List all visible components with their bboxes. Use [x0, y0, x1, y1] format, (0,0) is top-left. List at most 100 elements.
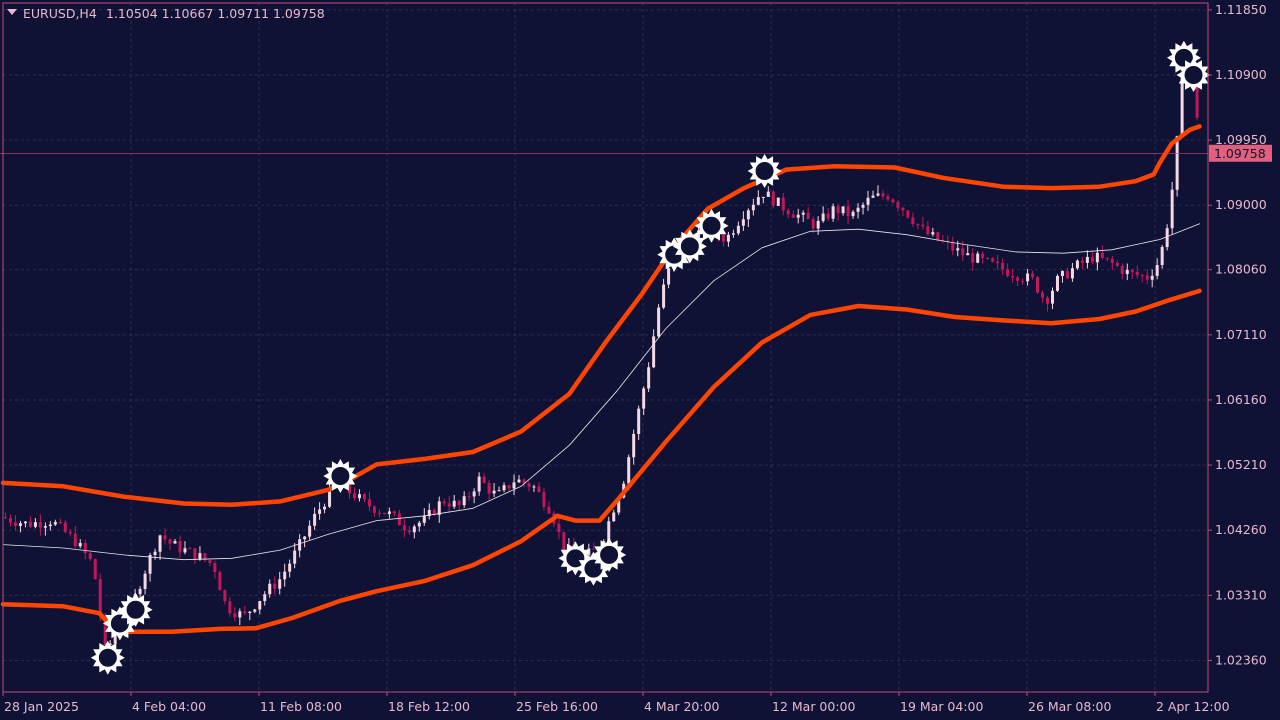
candle-body: [158, 535, 162, 552]
candle-body: [991, 258, 995, 262]
candle-body: [1130, 269, 1134, 272]
candle-body: [1160, 247, 1164, 265]
candle-body: [178, 541, 182, 553]
candle-body: [1100, 252, 1104, 258]
candle-body: [876, 193, 880, 196]
candle-body: [392, 511, 396, 514]
candle-body: [53, 522, 57, 525]
candle-body: [103, 615, 107, 646]
candle-body: [1055, 275, 1059, 291]
candle-body: [961, 248, 965, 256]
sun-signal-icon: [747, 154, 782, 188]
candle-body: [1041, 292, 1045, 298]
sun-signal-icon: [694, 208, 729, 243]
candle-body: [248, 611, 252, 613]
candle-body: [23, 521, 27, 524]
candle-body: [1105, 257, 1109, 259]
candle-body: [916, 224, 920, 226]
candle-body: [1175, 136, 1179, 190]
sun-signal-core: [565, 548, 586, 569]
sun-signal-core: [754, 160, 775, 181]
candle-body: [303, 536, 307, 540]
candle-body: [357, 494, 361, 499]
candle-body: [298, 539, 302, 551]
candle-body: [183, 548, 187, 553]
candle-body: [662, 284, 666, 308]
candle-body: [263, 594, 267, 602]
candle-body: [48, 524, 52, 527]
candle-body: [761, 196, 765, 198]
candle-body: [806, 212, 810, 220]
candle-body: [258, 601, 262, 610]
candle-body: [936, 232, 940, 241]
sun-signal-icon: [1176, 58, 1211, 92]
candle-body: [352, 493, 356, 499]
sun-signal-icon: [672, 229, 707, 264]
sun-signal-core: [330, 466, 351, 487]
candle-body: [447, 503, 451, 507]
x-tick-label: 12 Mar 00:00: [772, 699, 856, 714]
candle-body: [1125, 269, 1129, 275]
x-tick-label: 19 Mar 04:00: [900, 699, 984, 714]
candle-body: [397, 513, 401, 526]
candle-body: [931, 232, 935, 235]
candle-body: [627, 457, 631, 484]
candle-body: [273, 583, 277, 589]
candle-body: [278, 579, 282, 589]
candle-body: [462, 496, 466, 506]
candle-body: [826, 213, 830, 219]
candle-body: [507, 485, 511, 489]
candle-body: [801, 212, 805, 215]
candle-body: [1155, 264, 1159, 276]
candle-body: [607, 521, 611, 542]
sun-signal-icon: [118, 592, 153, 627]
candle-body: [657, 307, 661, 337]
candle-body: [348, 484, 352, 494]
candle-body: [637, 408, 641, 434]
candle-body: [1060, 270, 1064, 276]
candle-body: [377, 512, 381, 514]
candle-body: [472, 491, 476, 497]
candle-body: [1150, 275, 1154, 280]
candle-body: [1036, 277, 1040, 293]
candle-body: [253, 609, 257, 612]
candle-body: [228, 601, 232, 614]
y-tick-label: 1.09000: [1215, 197, 1267, 212]
candle-body: [477, 476, 481, 492]
x-tick-label: 26 Mar 08:00: [1028, 699, 1112, 714]
y-tick-label: 1.02360: [1215, 652, 1267, 667]
candle-body: [911, 217, 915, 225]
current-price-tag-bg: [1209, 144, 1272, 162]
y-tick-label: 1.06160: [1215, 392, 1267, 407]
candle-body: [382, 512, 386, 515]
y-tick-label: 1.08060: [1215, 262, 1267, 277]
candle-body: [88, 553, 92, 560]
collapse-triangle-icon[interactable]: [7, 9, 17, 15]
candle-body: [143, 573, 147, 589]
candle-body: [497, 490, 501, 492]
candle-body: [512, 482, 516, 489]
candle-body: [831, 206, 835, 219]
candle-body: [482, 476, 486, 483]
candle-body: [816, 220, 820, 229]
candle-body: [98, 579, 102, 616]
candle-body: [283, 571, 287, 580]
candle-body: [517, 479, 521, 483]
candle-body: [1001, 262, 1005, 270]
candle-body: [83, 543, 87, 554]
candle-body: [193, 548, 197, 560]
candle-body: [442, 501, 446, 504]
candle-body: [28, 521, 32, 527]
candle-body: [437, 501, 441, 515]
candle-body: [63, 522, 67, 533]
candle-body: [612, 512, 616, 522]
candle-body: [547, 506, 551, 514]
candle-body: [866, 197, 870, 205]
candle-body: [1031, 273, 1035, 278]
candle-body: [1180, 74, 1184, 137]
candle-body: [522, 479, 526, 484]
candle-body: [457, 500, 461, 506]
candle-body: [223, 590, 227, 602]
